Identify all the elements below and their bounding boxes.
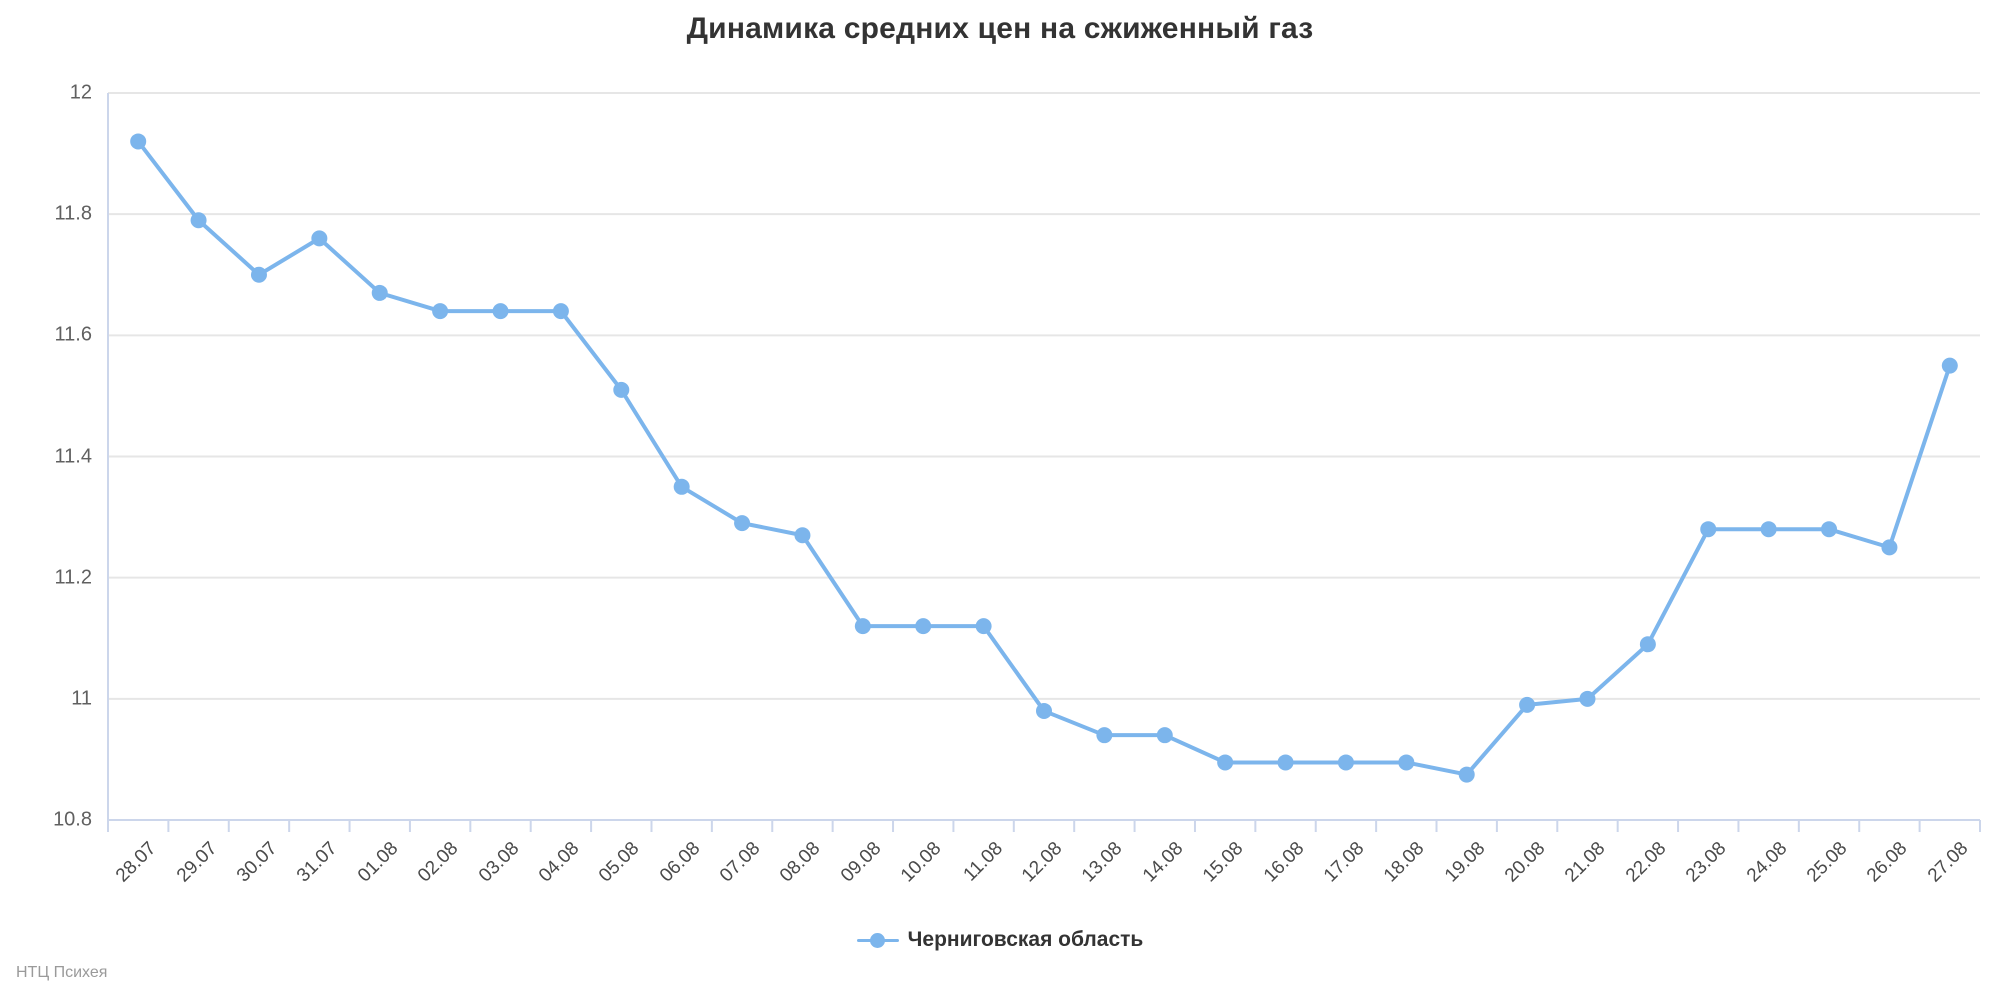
x-axis-tick-label: 19.08 — [1440, 838, 1490, 887]
chart-title: Динамика средних цен на сжиженный газ — [686, 12, 1314, 45]
x-axis-tick-label: 22.08 — [1621, 838, 1671, 887]
y-axis-tick-label: 11.2 — [54, 566, 92, 589]
x-axis-tick-label: 26.08 — [1863, 838, 1912, 887]
x-axis-tick-label: 03.08 — [474, 838, 523, 887]
legend-marker-icon — [856, 931, 899, 949]
x-axis-tick-label: 15.08 — [1199, 838, 1248, 887]
x-axis-tick-label: 08.08 — [776, 838, 825, 887]
x-axis-tick-label: 23.08 — [1682, 838, 1731, 887]
x-axis-tick-label: 13.08 — [1078, 838, 1127, 887]
x-axis-tick-label: 01.08 — [353, 838, 403, 887]
x-axis-tick-label: 02.08 — [414, 838, 463, 887]
x-axis-tick-label: 20.08 — [1501, 838, 1550, 887]
y-axis-tick-label: 11.8 — [54, 202, 92, 225]
x-axis-tick-label: 18.08 — [1380, 838, 1429, 887]
x-axis-tick-label: 07.08 — [715, 838, 765, 887]
x-axis-tick-label: 25.08 — [1802, 838, 1852, 887]
y-axis-tick-label: 11 — [71, 687, 92, 710]
y-axis-tick-label: 12 — [69, 81, 92, 104]
chart-legend: Черниговская область — [0, 928, 2000, 952]
x-axis-tick-label: 10.08 — [897, 838, 946, 887]
legend-item-label: Черниговская область — [907, 928, 1144, 951]
y-axis-labels: 12 11.8 11.6 11.4 11.2 11 10.8 — [0, 0, 92, 1000]
x-axis-tick-label: 29.07 — [172, 838, 221, 887]
watermark-label: НТЦ Психея — [16, 964, 108, 981]
x-axis-tick-label: 11.08 — [959, 838, 1007, 886]
x-axis-tick-label: 27.08 — [1923, 838, 1973, 887]
x-axis-tick-label: 14.08 — [1138, 838, 1188, 887]
x-axis-tick-label: 06.08 — [655, 838, 705, 887]
y-axis-tick-label: 10.8 — [53, 808, 92, 831]
y-axis-tick-label: 11.6 — [54, 323, 92, 346]
x-axis-tick-label: 12.08 — [1017, 838, 1067, 887]
x-axis-tick-label: 21.08 — [1561, 838, 1610, 887]
x-axis-tick-label: 31.07 — [293, 838, 342, 887]
x-axis-tick-label: 04.08 — [534, 838, 584, 887]
x-axis-tick-label: 16.08 — [1259, 838, 1308, 887]
x-axis-tick-label: 17.08 — [1319, 838, 1369, 887]
x-axis-tick-label: 09.08 — [836, 838, 886, 887]
x-axis-tick-label: 24.08 — [1742, 838, 1792, 887]
x-axis-tick-label: 28.07 — [112, 838, 161, 887]
legend-item-chernigovskaya-oblast[interactable]: Черниговская область — [856, 928, 1144, 952]
x-axis-tick-label: 05.08 — [595, 838, 644, 887]
y-axis-tick-label: 11.4 — [54, 445, 92, 467]
x-axis-tick-label: 30.07 — [232, 838, 282, 887]
